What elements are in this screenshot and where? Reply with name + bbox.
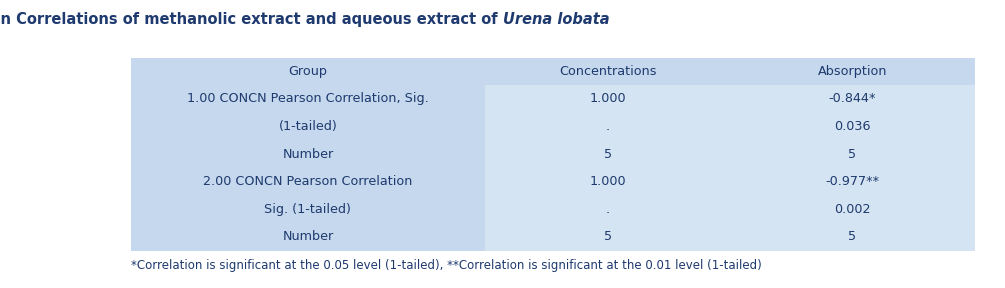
Text: 0.036: 0.036 [834, 120, 870, 133]
Text: Number: Number [282, 147, 334, 161]
FancyBboxPatch shape [131, 58, 975, 251]
Text: 5: 5 [604, 230, 612, 243]
Text: -0.844*: -0.844* [829, 92, 876, 105]
Text: Group: Group [288, 65, 328, 78]
Text: 2.00 CONCN Pearson Correlation: 2.00 CONCN Pearson Correlation [203, 175, 413, 188]
Text: Urena lobata: Urena lobata [502, 12, 609, 26]
Text: .: . [606, 203, 610, 216]
Text: Table 4: Pearson Correlations of methanolic extract and aqueous extract of: Table 4: Pearson Correlations of methano… [0, 12, 502, 26]
Text: -0.977**: -0.977** [825, 175, 879, 188]
Text: 1.000: 1.000 [589, 175, 626, 188]
Text: 5: 5 [848, 147, 856, 161]
FancyBboxPatch shape [485, 85, 975, 251]
Text: *Correlation is significant at the 0.05 level (1-tailed), **Correlation is signi: *Correlation is significant at the 0.05 … [131, 259, 762, 272]
Text: (1-tailed): (1-tailed) [278, 120, 338, 133]
Text: Sig. (1-tailed): Sig. (1-tailed) [264, 203, 352, 216]
Text: 5: 5 [604, 147, 612, 161]
Text: Number: Number [282, 230, 334, 243]
Text: Absorption: Absorption [818, 65, 887, 78]
Text: 5: 5 [848, 230, 856, 243]
Text: 0.002: 0.002 [834, 203, 870, 216]
Text: 1.00 CONCN Pearson Correlation, Sig.: 1.00 CONCN Pearson Correlation, Sig. [187, 92, 429, 105]
Text: .: . [606, 120, 610, 133]
Text: Concentrations: Concentrations [559, 65, 656, 78]
Text: 1.000: 1.000 [589, 92, 626, 105]
